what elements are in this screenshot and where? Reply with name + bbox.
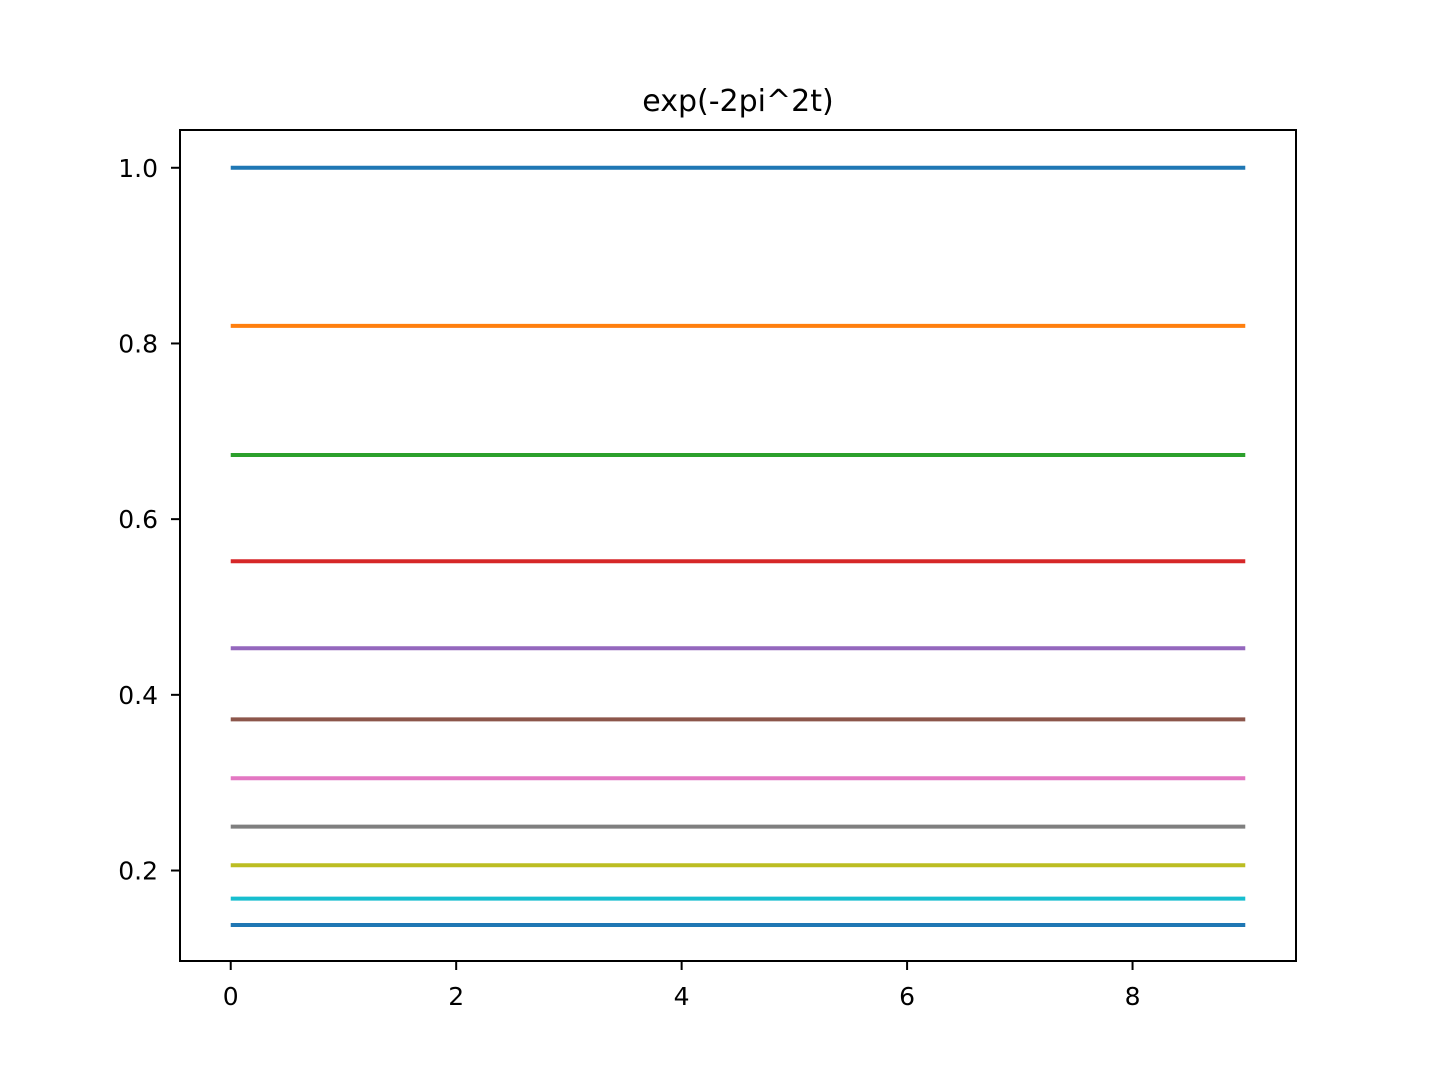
y-tick-label: 0.4 [118,681,158,710]
x-tick-label: 4 [674,982,690,1011]
series-layer [230,165,1246,927]
y-tick-label: 0.8 [118,329,158,358]
x-tick-label: 6 [899,982,915,1011]
y-tick-label: 1.0 [118,154,158,183]
chart-title: exp(-2pi^2t) [642,84,833,119]
y-tick-label: 0.6 [118,505,158,534]
y-axis: 0.2 0.4 0.6 0.8 1.0 [118,154,180,886]
x-tick-label: 0 [223,982,239,1011]
x-tick-label: 8 [1125,982,1141,1011]
x-tick-label: 2 [448,982,464,1011]
plot-area-frame [179,129,1297,962]
y-tick-label: 0.2 [118,857,158,886]
x-axis: 0 2 4 6 8 [223,961,1141,1011]
